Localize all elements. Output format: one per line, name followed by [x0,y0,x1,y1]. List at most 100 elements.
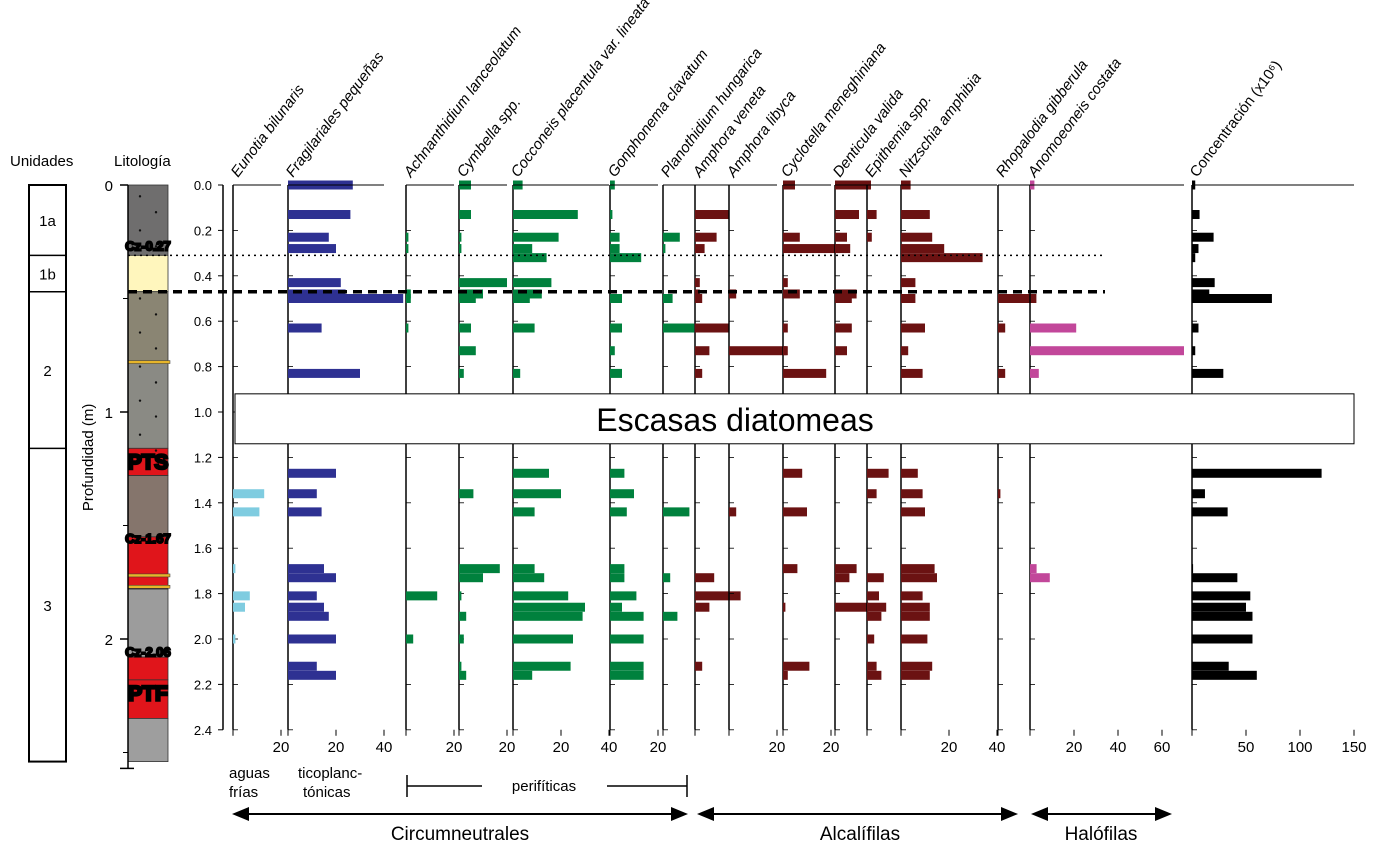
taxon-bar [1030,564,1037,574]
taxon-bar [459,591,462,601]
taxon-bar [1192,661,1229,671]
taxon-bar [867,468,889,478]
lithology-layer [127,656,169,681]
taxon-bar [783,289,800,299]
units-header: Unidades [10,153,73,170]
group-label-frias: frías [229,784,258,801]
group-label-perifiticas: perifíticas [512,778,576,795]
taxon-bar [513,507,535,517]
taxon-bar [901,611,930,621]
taxon-bar [835,244,840,254]
taxon-bar [901,661,933,671]
taxon-bar [901,564,935,574]
taxon-bar [783,346,788,356]
group-label-aguas: aguas [229,765,270,782]
taxon-bar [288,564,324,574]
taxon-bar [459,244,462,254]
taxon-bar [695,289,700,299]
taxon-bar [459,489,474,499]
panel-x-tick-label: 20 [941,739,958,756]
taxon-bar [610,507,627,517]
taxon-bar [233,507,260,517]
lithology-dot [154,347,158,350]
taxon-bar [867,611,882,621]
taxon-bar [901,346,909,356]
taxon-bar [610,346,615,356]
taxon-bar [695,294,703,303]
taxon-bar [513,611,583,621]
taxon-bar [288,573,336,583]
taxon-bar [1030,368,1039,378]
group-label-tonicas: tónicas [303,784,351,801]
taxon-bar [695,573,715,583]
taxon-bar [610,210,613,220]
inner-depth-tick-label: 0.0 [194,178,212,193]
taxon-bar [901,489,923,499]
taxon-bar [233,564,236,574]
taxon-bar [901,591,923,601]
panel-x-tick-label: 20 [823,739,840,756]
depth-tick-label: 1 [105,405,113,422]
depth-axis-label: Profundidad (m) [80,404,97,512]
taxon-bar [663,244,666,254]
taxon-bar [459,289,483,299]
unit-label: 3 [43,598,51,615]
lithology-layer [127,536,169,590]
taxon-bar [729,289,737,299]
taxon-bar [610,244,620,254]
taxon-bar [513,294,530,303]
lithology-band [127,585,171,589]
taxon-bar [1192,323,1199,333]
taxon-bar [901,573,937,583]
depth-axis: 0 1 2 Profundidad (m) 0.0 0.2 0.4 0.6 0.8 1.0 1.2 1… [80,178,224,770]
panel-x-tick-label: 20 [446,739,463,756]
taxon-bar [1192,489,1205,499]
group-label-ticoplanc: ticoplanc- [298,765,362,782]
inner-depth-tick-label: 0.4 [194,269,212,284]
halofilas-arrow-head-right [1155,807,1172,821]
inner-depth-tick-label: 2.0 [194,632,212,647]
taxon-bar [1030,346,1184,356]
taxon-bar [1192,244,1199,254]
taxon-bar [610,564,625,574]
taxon-bar [288,611,329,621]
taxon-bar [783,670,788,680]
inner-depth-tick-label: 1.0 [194,405,212,420]
circumneutrales-arrow-head-left [232,807,249,821]
taxon-bar [513,573,545,583]
taxon-bar [513,368,521,378]
taxon-bar [288,294,404,303]
taxon-bar [610,611,644,621]
inner-depth-tick-label: 0.6 [194,314,212,329]
taxon-bar [901,670,930,680]
lithology-dot [138,433,142,436]
panel-x-tick-label: 50 [1238,739,1255,756]
lithology-layer [127,475,169,538]
taxon-bar [610,468,625,478]
taxon-bar [901,232,933,242]
taxon-bar [835,573,850,583]
taxon-bar [459,564,500,574]
lithology-label: PTF [128,682,168,705]
panel-x-tick-label: 40 [989,739,1006,756]
taxon-bar [835,210,859,220]
overlay: Escasas diatomeas [128,254,1355,445]
panel-x-tick-label: 40 [1110,739,1127,756]
taxon-bar [695,210,729,220]
taxon-bar [513,232,559,242]
taxon-bar [513,289,542,299]
taxon-bar [663,294,673,303]
taxon-bar [459,210,471,220]
taxon-bar [901,210,930,220]
taxon-bar [835,294,852,303]
lithology-layer [127,718,169,762]
taxon-bar [867,670,882,680]
taxon-bar [695,323,729,333]
taxon-bar [1192,232,1214,242]
taxon-bar [459,232,462,242]
taxon-bar [288,278,341,288]
taxon-bar [901,368,923,378]
taxon-bar [288,289,346,299]
taxon-bar [1192,573,1238,583]
